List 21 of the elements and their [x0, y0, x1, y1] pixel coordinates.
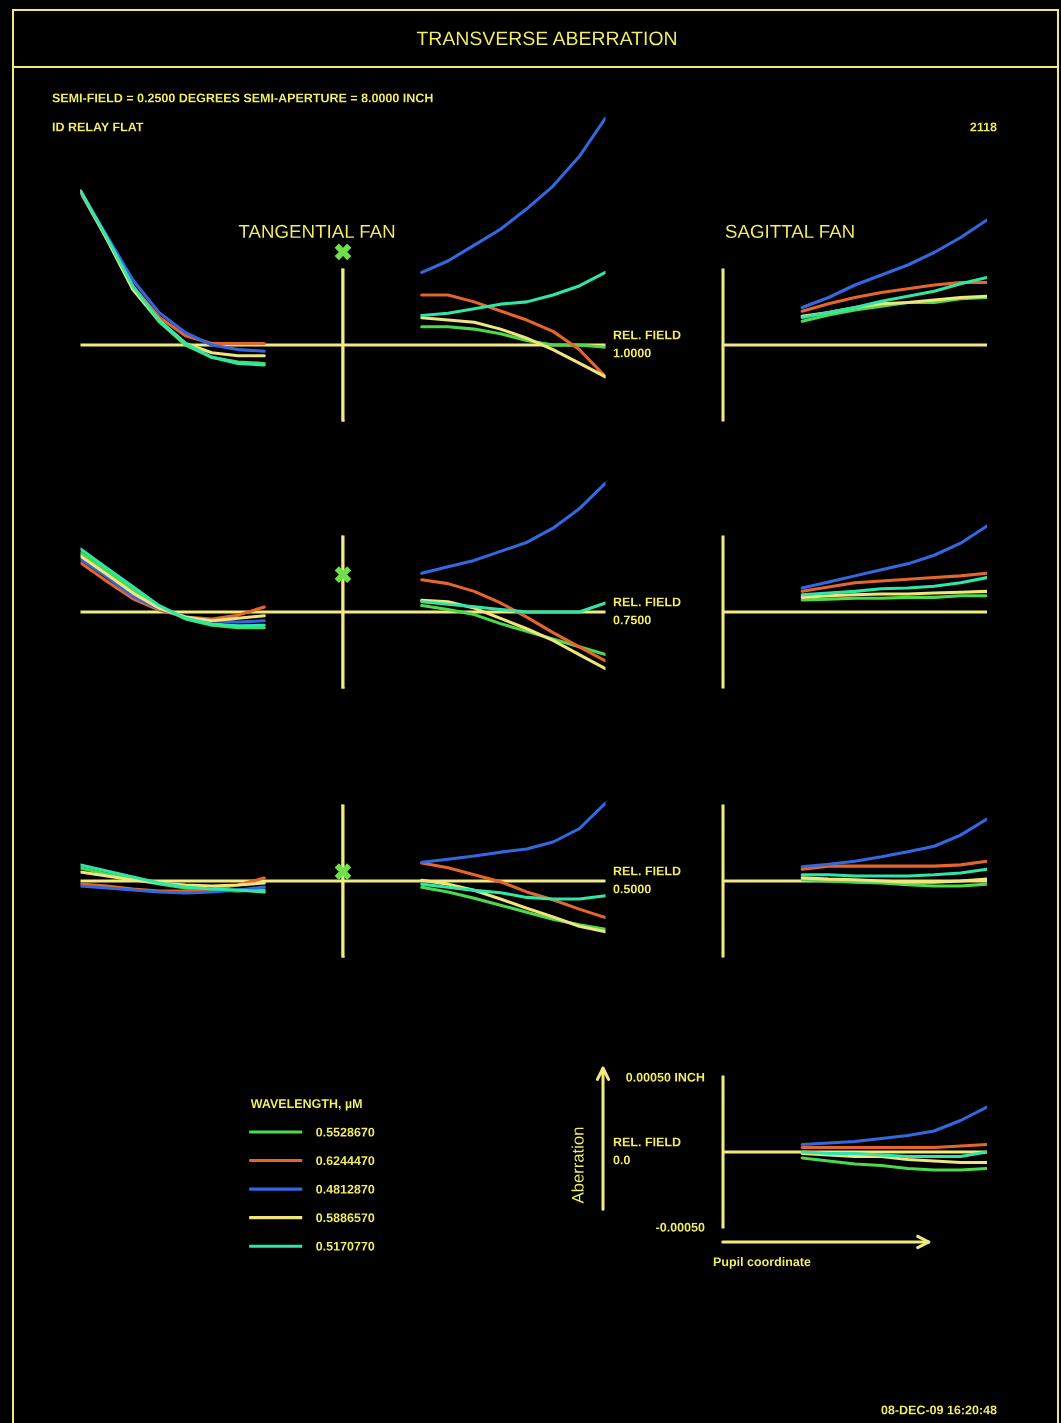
text: REL. FIELD 0.0	[613, 1137, 681, 1165]
chart-title: SAGITTAL FAN	[725, 224, 854, 239]
legend-label: 0.5170770	[316, 1241, 375, 1251]
legend-label: 0.4812870	[316, 1184, 375, 1194]
y-tick-label: 0.00050 INCH	[626, 1072, 705, 1082]
text: REL. FIELD 0.7500	[613, 597, 681, 625]
legend-label: 0.5528670	[316, 1127, 375, 1137]
text: TANGENTIAL FAN	[238, 224, 395, 239]
text: SEMI-FIELD = 0.2500 DEGREES SEMI-APERTURE = 8.0000 INCH	[52, 93, 433, 103]
text: 08-DEC-09 16:20:48	[881, 1405, 997, 1415]
legend-label: 0.6244470	[316, 1156, 375, 1166]
x-axis-title: Pupil coordinate	[713, 1257, 811, 1269]
y-tick-label: -0.00050	[656, 1222, 705, 1232]
text: ID RELAY FLAT	[52, 122, 144, 132]
legend-label: 0.5886570	[316, 1213, 375, 1223]
text: 2118	[970, 122, 997, 132]
text: REL. FIELD 1.0000	[613, 330, 681, 358]
legend-title: WAVELENGTH, µM	[250, 1099, 362, 1111]
text: REL. FIELD 0.5000	[613, 866, 681, 894]
y-axis-title: Aberration	[571, 1127, 584, 1204]
text: TRANSVERSE ABERRATION	[416, 31, 676, 46]
